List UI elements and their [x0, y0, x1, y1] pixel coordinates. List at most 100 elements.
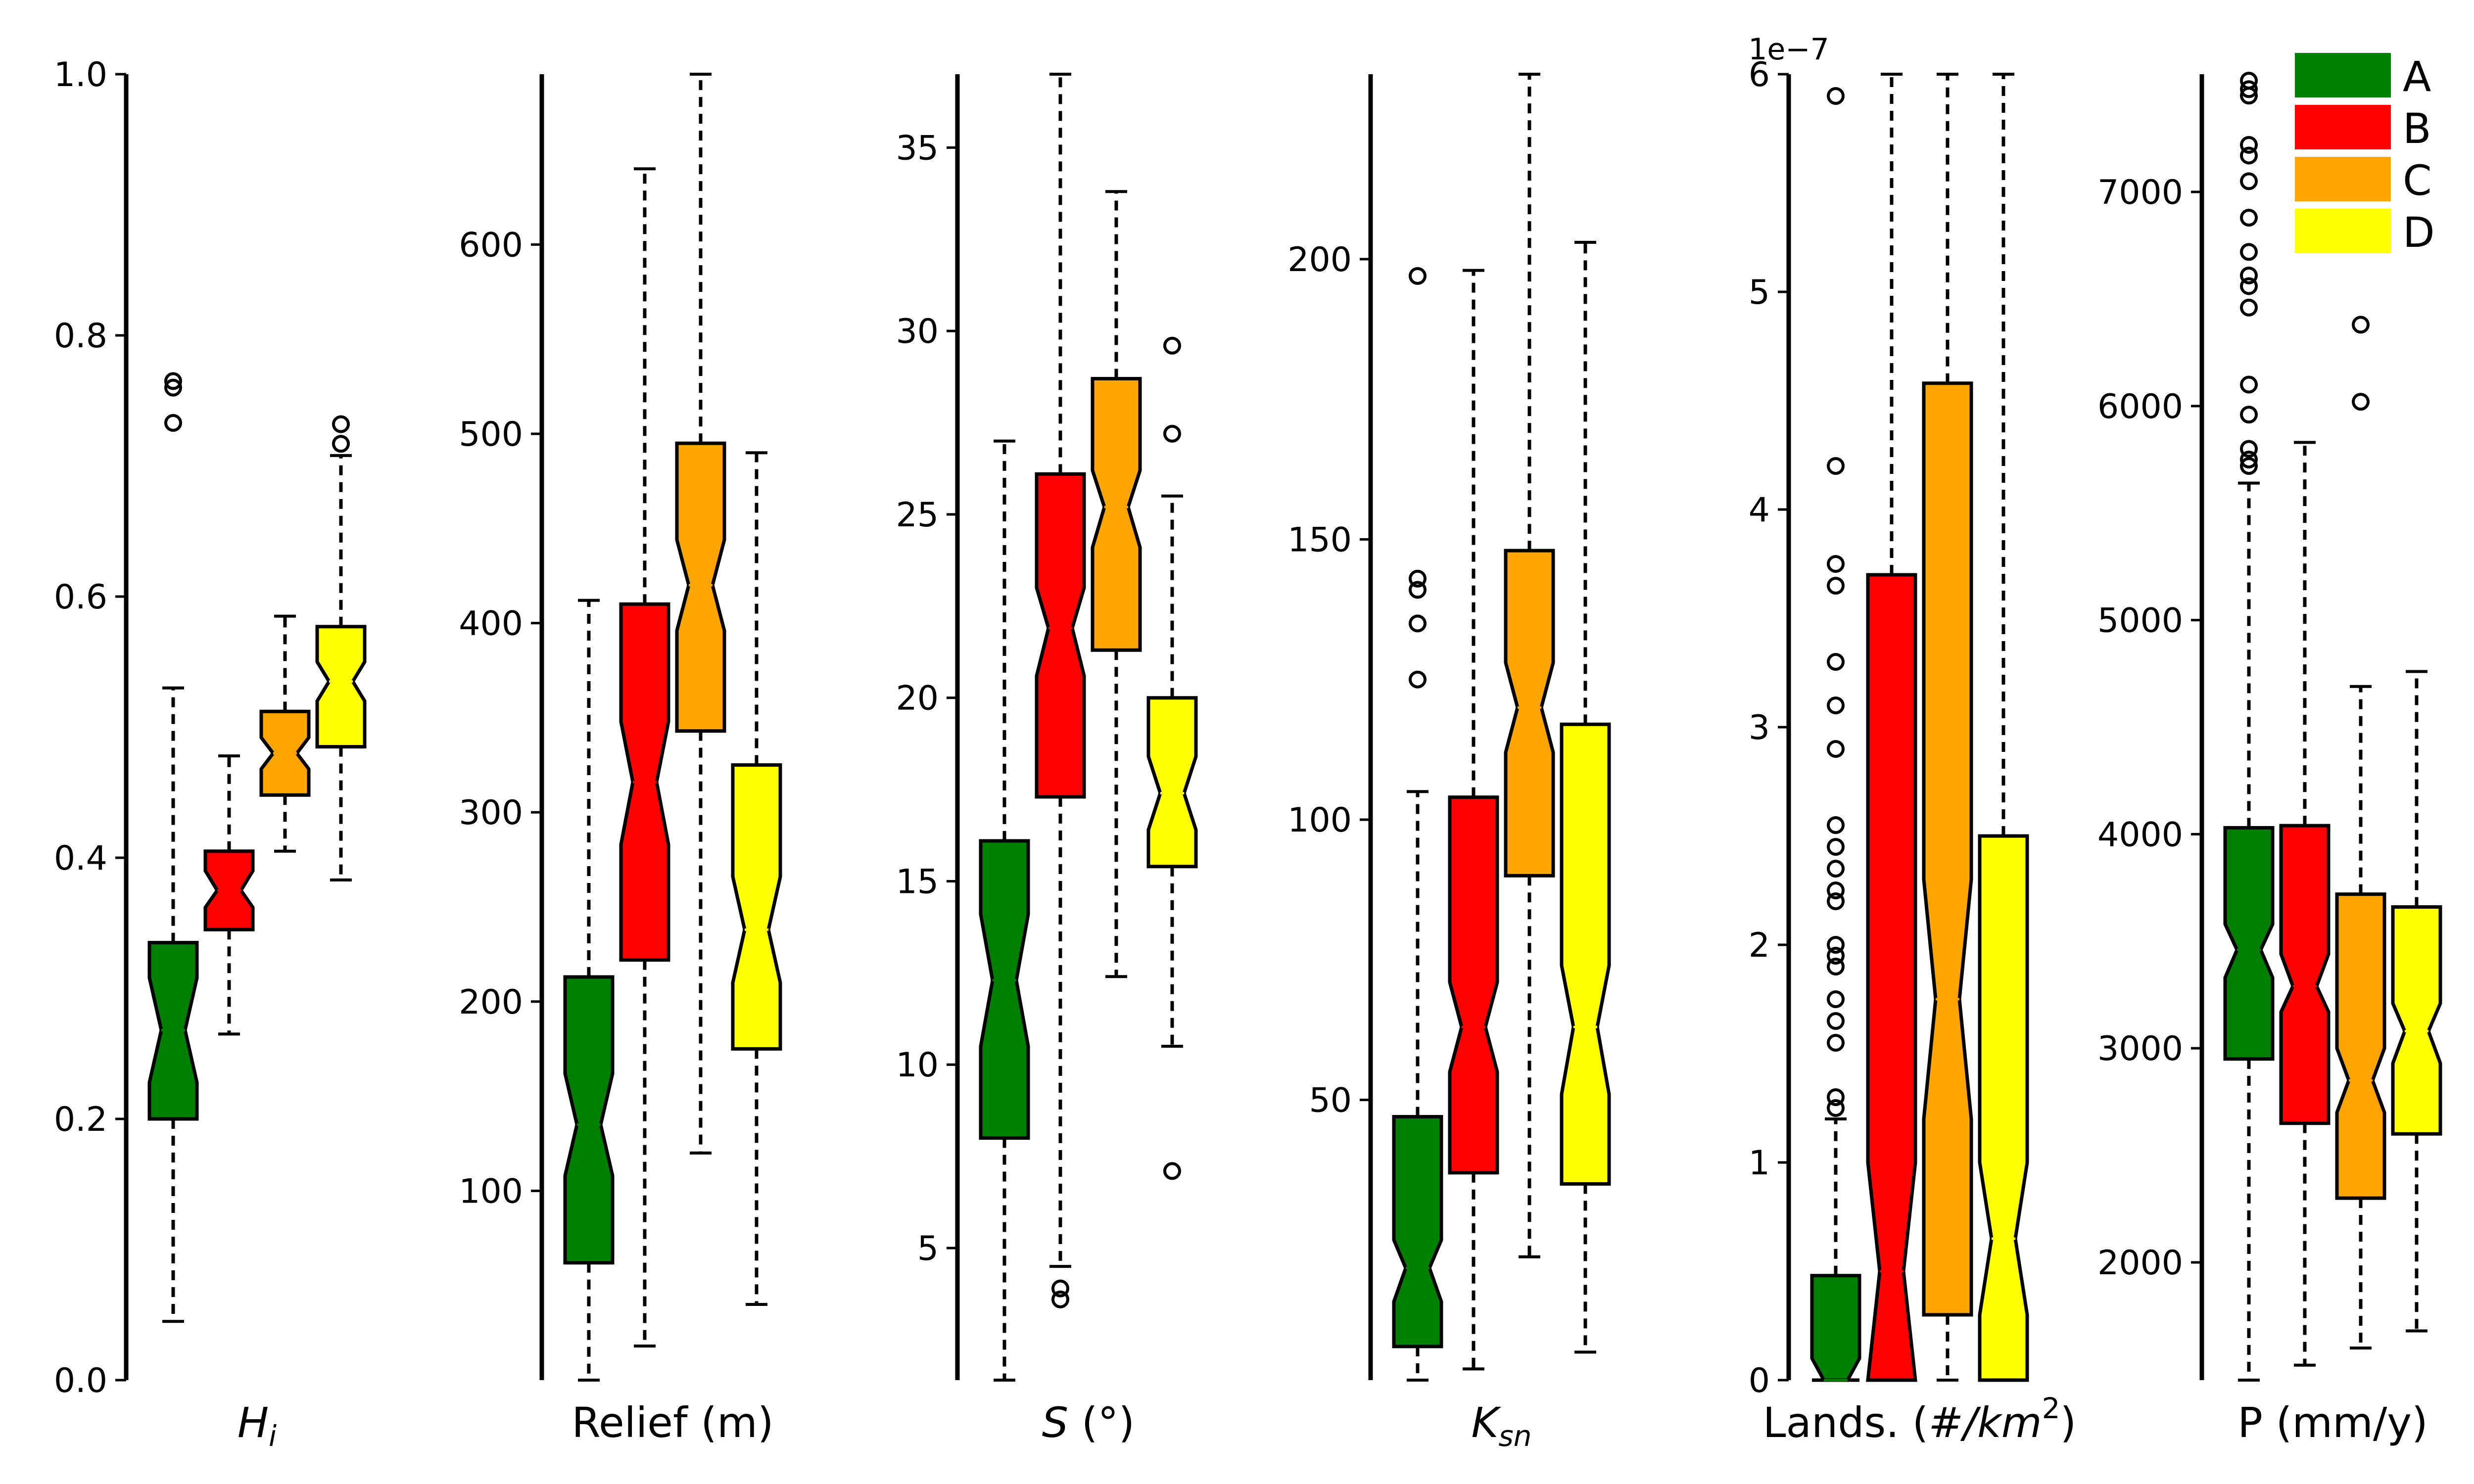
box-a: [147, 372, 199, 1323]
outlier-point: [1827, 881, 1845, 899]
outlier-point: [1827, 577, 1845, 595]
x-axis-label: Ksn: [1471, 1398, 1531, 1453]
label-text: Lands. (: [1763, 1398, 1929, 1447]
outlier-point: [1051, 1290, 1069, 1308]
box-c: [2335, 316, 2386, 1350]
y-tick-label: 10: [896, 1046, 939, 1085]
label-text: S: [1042, 1398, 1068, 1447]
panels: 0.00.20.40.60.81.0Hi100200300400500600Re…: [54, 32, 2442, 1453]
outlier-point: [1827, 947, 1845, 965]
outlier-point: [1827, 990, 1845, 1008]
box-d: [1978, 73, 2029, 1382]
y-tick-label: 3: [1749, 708, 1770, 747]
y-tick-label: 200: [1287, 240, 1352, 279]
box-body: [1810, 1274, 1861, 1382]
panel-3: 5 10 15 20 25 30 35 S (°): [896, 73, 1198, 1447]
outlier-point: [1827, 816, 1845, 834]
y-tick-label: 100: [459, 1172, 523, 1211]
outlier-point: [164, 414, 182, 432]
box-a: [1810, 87, 1861, 1382]
box-a: [563, 599, 615, 1382]
outlier-point: [2240, 80, 2258, 98]
box-b: [1035, 73, 1086, 1308]
y-tick-label: 600: [459, 226, 523, 265]
x-axis-label: P (mm/y): [2237, 1398, 2428, 1447]
outlier-point: [2240, 457, 2258, 475]
box-d: [1146, 336, 1198, 1180]
outlier-point: [2240, 172, 2258, 190]
outlier-point: [2240, 71, 2258, 90]
label-suffix: (°): [1068, 1398, 1135, 1447]
box-b: [1448, 269, 1499, 1371]
legend-label-a: A: [2403, 52, 2431, 101]
y-tick-label: 0.2: [54, 1100, 107, 1139]
label-text: H: [238, 1398, 269, 1447]
outlier-point: [1827, 653, 1845, 671]
outlier-point: [2240, 266, 2258, 284]
y-tick-label: 20: [896, 679, 939, 718]
label-suffix: ): [2060, 1398, 2077, 1447]
box-body: [979, 839, 1030, 1140]
box-c: [1504, 73, 1555, 1258]
box-body: [1978, 834, 2029, 1382]
box-body: [2391, 905, 2442, 1136]
box-body: [1504, 549, 1555, 878]
outlier-point: [1827, 958, 1845, 975]
box-c: [1922, 73, 1973, 1382]
y-tick-label: 0: [1749, 1361, 1770, 1400]
outlier-point: [1827, 740, 1845, 758]
legend-label-b: B: [2403, 104, 2431, 153]
outlier-point: [1163, 1162, 1181, 1180]
outlier-point: [1827, 457, 1845, 475]
y-tick-label: 400: [459, 604, 523, 644]
box-body: [1560, 722, 1611, 1186]
panel-1: 0.0 0.2 0.4 0.6 0.8 1.0 Hi: [54, 55, 367, 1453]
outlier-point: [1827, 555, 1845, 573]
y-tick-label: 100: [1287, 801, 1352, 840]
panel-6: 2000 3000 4000 5000 6000 7000 P (mm/y): [2097, 71, 2442, 1447]
outlier-point: [1827, 936, 1845, 954]
y-tick-label: 150: [1287, 520, 1352, 559]
label-italic: #/km: [1928, 1398, 2042, 1447]
outlier-point: [1827, 1088, 1845, 1106]
outlier-point: [2240, 208, 2258, 227]
outlier-point: [1409, 267, 1427, 285]
label-text: P (mm/y): [2237, 1398, 2428, 1447]
box-a: [1392, 267, 1443, 1382]
y-tick-label: 1: [1749, 1144, 1770, 1183]
outlier-point: [2352, 393, 2370, 411]
outlier-point: [332, 415, 350, 433]
box-body: [1922, 381, 1973, 1317]
y-tick-label: 7000: [2097, 173, 2183, 212]
box-c: [259, 614, 311, 853]
legend-swatch-a: [2292, 50, 2394, 100]
y-tick-label: 4000: [2097, 815, 2183, 854]
y-tick-label: 2000: [2097, 1244, 2183, 1283]
outlier-point: [2240, 277, 2258, 295]
outlier-point: [332, 435, 350, 453]
box-b: [2279, 441, 2331, 1367]
label-subscript: sn: [1499, 1419, 1532, 1453]
y-tick-label: 300: [459, 793, 523, 833]
y-tick-label: 5: [917, 1229, 939, 1268]
box-body: [1448, 795, 1499, 1175]
outlier-point: [1409, 569, 1427, 588]
box-body: [1091, 377, 1142, 652]
legend-label-c: C: [2403, 156, 2432, 205]
y-tick-label: 0.4: [54, 839, 107, 878]
y-tick-label: 2: [1749, 926, 1770, 965]
y-tick-label: 25: [896, 496, 939, 535]
y-tick-label: 5: [1749, 273, 1770, 312]
outlier-point: [164, 372, 182, 390]
outlier-point: [1827, 87, 1845, 105]
y-tick-label: 35: [896, 129, 939, 168]
outlier-point: [1409, 581, 1427, 599]
legend: A B C D: [2292, 50, 2435, 257]
box-body: [731, 763, 782, 1051]
legend-swatch-b: [2292, 102, 2394, 152]
box-d: [315, 415, 367, 881]
outlier-point: [1827, 892, 1845, 910]
outlier-point: [2240, 298, 2258, 317]
